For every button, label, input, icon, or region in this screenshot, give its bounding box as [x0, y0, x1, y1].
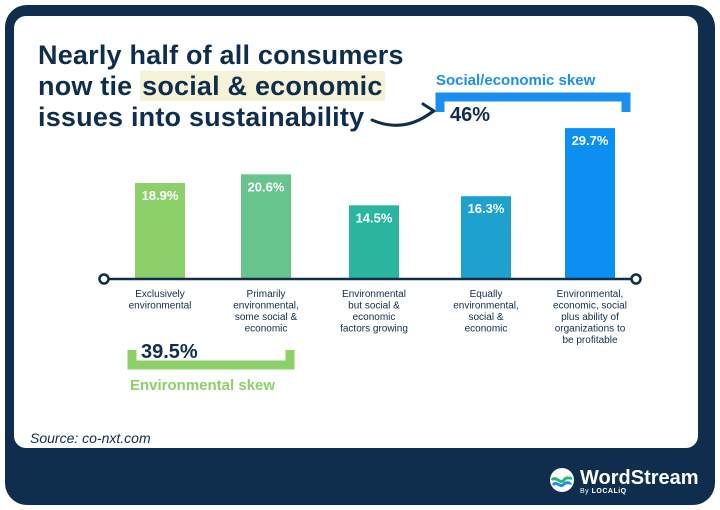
category-labels: ExclusivelyenvironmentalPrimarilyenviron…	[129, 289, 627, 346]
bar-value-label-5: 29.7%	[572, 133, 609, 148]
bar-4	[461, 196, 511, 279]
page-title: Nearly half of all consumers now tie soc…	[38, 40, 404, 133]
category-label-3-line-3: economic	[353, 312, 396, 323]
category-label-3-line-1: Environmental	[342, 289, 406, 300]
bar-value-label-1: 18.9%	[142, 188, 179, 203]
category-label-4-line-3: social &	[468, 312, 503, 323]
title-line-1: Nearly half of all consumers	[38, 40, 404, 70]
category-label-4-line-4: economic	[465, 324, 508, 335]
bar-3	[349, 205, 399, 279]
category-label-2-line-4: economic	[245, 324, 288, 335]
environmental-bracket	[127, 350, 295, 370]
category-label-5-line-5: be profitable	[562, 335, 617, 346]
title-highlight: social & economic	[140, 71, 385, 101]
category-label-5-line-4: organizations to	[555, 324, 626, 335]
bar-5	[565, 128, 615, 279]
category-label-3-line-2: but social &	[348, 301, 400, 312]
brand-logo: WordStream By LOCALiQ	[548, 466, 699, 496]
brand-name: WordStream	[580, 467, 699, 489]
social-group-label: Social/economic skew	[436, 72, 596, 89]
environmental-group-label: Environmental skew	[130, 377, 275, 394]
social-group-value: 46%	[450, 104, 490, 126]
environmental-group-value: 39.5%	[141, 341, 198, 363]
category-label-1-line-2: environmental	[129, 301, 192, 312]
brand-sub: By LOCALiQ	[580, 488, 627, 495]
bars: 18.9% 20.6% 14.5% 16.3% 29.7%	[135, 128, 615, 279]
source-note: Source: co-nxt.com	[30, 430, 151, 446]
arrow-head	[421, 102, 436, 120]
bar-1	[135, 182, 185, 279]
category-label-5-line-2: economic, social	[553, 301, 627, 312]
category-label-4-line-1: Equally	[470, 289, 503, 300]
brand-sub-prefix: By	[580, 488, 592, 495]
bar-value-label-4: 16.3%	[468, 201, 505, 216]
category-label-4-line-2: environmental,	[453, 301, 519, 312]
title-line-2-start: now tie	[38, 71, 141, 101]
category-label-5-line-3: plus ability of	[561, 312, 619, 323]
bar-2	[241, 174, 291, 279]
category-label-3-line-4: factors growing	[340, 324, 408, 335]
category-label-2-line-2: environmental,	[233, 301, 299, 312]
category-label-2-line-3: some social &	[235, 312, 298, 323]
brand-sub-name: LOCALiQ	[591, 488, 627, 495]
bar-value-label-2: 20.6%	[248, 179, 285, 194]
social-bracket	[435, 92, 631, 112]
bar-value-label-3: 14.5%	[356, 210, 393, 225]
title-line-3: issues into sustainability	[38, 102, 365, 132]
category-label-1-line-1: Exclusively	[135, 289, 184, 300]
category-label-2-line-1: Primarily	[247, 289, 286, 300]
wordstream-logo-icon	[550, 468, 574, 492]
axis-end-dot	[630, 273, 642, 285]
axis-start-dot	[98, 273, 110, 285]
category-label-5-line-1: Environmental,	[557, 289, 624, 300]
